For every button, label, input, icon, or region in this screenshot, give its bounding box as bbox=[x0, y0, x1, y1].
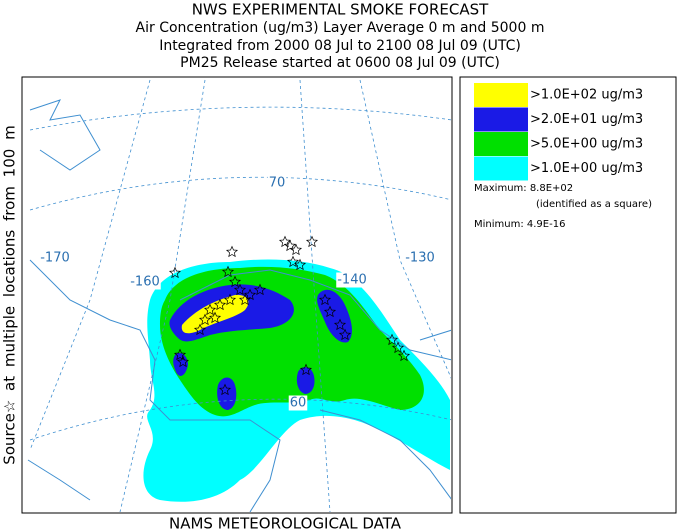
source-star bbox=[283, 239, 297, 252]
graticule-label: -130 bbox=[405, 251, 435, 266]
label-bg bbox=[336, 272, 368, 288]
source-star bbox=[385, 333, 399, 346]
smoke-blue bbox=[296, 367, 315, 394]
graticule-label: 70 bbox=[269, 176, 286, 191]
source-star bbox=[333, 318, 347, 331]
source-star bbox=[176, 355, 190, 368]
source-star bbox=[391, 341, 405, 354]
source-star bbox=[193, 323, 207, 336]
source-star bbox=[213, 298, 227, 311]
legend-swatch bbox=[474, 156, 528, 181]
source-star bbox=[173, 348, 187, 361]
source-star bbox=[293, 258, 307, 271]
subtitle: Integrated from 2000 08 Jul to 2100 08 J… bbox=[159, 38, 521, 54]
legend-label: >5.0E+00 ug/m3 bbox=[530, 137, 643, 152]
legend-swatch bbox=[474, 83, 528, 107]
source-star bbox=[318, 293, 332, 306]
source-star bbox=[221, 265, 235, 278]
source-star bbox=[228, 275, 242, 288]
label-bg bbox=[39, 250, 71, 266]
smoke-yellow bbox=[181, 294, 249, 334]
legend: >1.0E+02 ug/m3 >2.0E+01 ug/m3 >5.0E+00 ug/… bbox=[459, 76, 677, 514]
source-star bbox=[338, 328, 352, 341]
label-bg bbox=[129, 274, 161, 290]
maximum-note: (identified as a square) bbox=[536, 199, 652, 210]
source-star bbox=[299, 363, 313, 376]
graticule-label: -140 bbox=[337, 273, 367, 288]
footer: NAMS METEOROLOGICAL DATA bbox=[169, 515, 402, 532]
legend-label: >1.0E+02 ug/m3 bbox=[530, 88, 643, 103]
graticule-label: -160 bbox=[130, 275, 160, 290]
source-star bbox=[218, 383, 232, 396]
source-star bbox=[253, 283, 267, 296]
map: -170 -160 -140 -130 70 60 bbox=[21, 76, 453, 514]
label-bg bbox=[404, 250, 436, 266]
maximum: Maximum: 8.8E+02 bbox=[474, 183, 573, 194]
source-star bbox=[208, 311, 222, 324]
legend-swatch bbox=[474, 107, 528, 132]
source-star bbox=[323, 305, 337, 318]
source-star bbox=[168, 266, 182, 279]
source-star bbox=[305, 235, 319, 248]
label-bg bbox=[267, 175, 287, 191]
source-star bbox=[225, 245, 239, 258]
source-star bbox=[286, 255, 300, 268]
subtitle: PM25 Release started at 0600 08 Jul 09 (… bbox=[180, 55, 500, 71]
source-star bbox=[233, 283, 247, 296]
legend-label: >1.0E+00 ug/m3 bbox=[530, 161, 643, 176]
source-star bbox=[203, 303, 217, 316]
graticule-label: -170 bbox=[40, 251, 70, 266]
source-star bbox=[289, 243, 303, 256]
graticule-label: 60 bbox=[290, 396, 307, 411]
minimum: Minimum: 4.9E-16 bbox=[474, 219, 565, 230]
subtitle: Air Concentration (ug/m3) Layer Average … bbox=[136, 20, 545, 36]
label-bg bbox=[288, 395, 308, 411]
source-star bbox=[223, 293, 237, 306]
source-star bbox=[198, 313, 212, 326]
source-star bbox=[243, 288, 257, 301]
source-label: Source☆ at multiple locations from 100 m bbox=[1, 125, 19, 464]
legend-swatch bbox=[474, 132, 528, 156]
legend-label: >2.0E+01 ug/m3 bbox=[530, 112, 643, 127]
title: NWS EXPERIMENTAL SMOKE FORECAST bbox=[192, 1, 489, 19]
source-star bbox=[397, 349, 411, 362]
